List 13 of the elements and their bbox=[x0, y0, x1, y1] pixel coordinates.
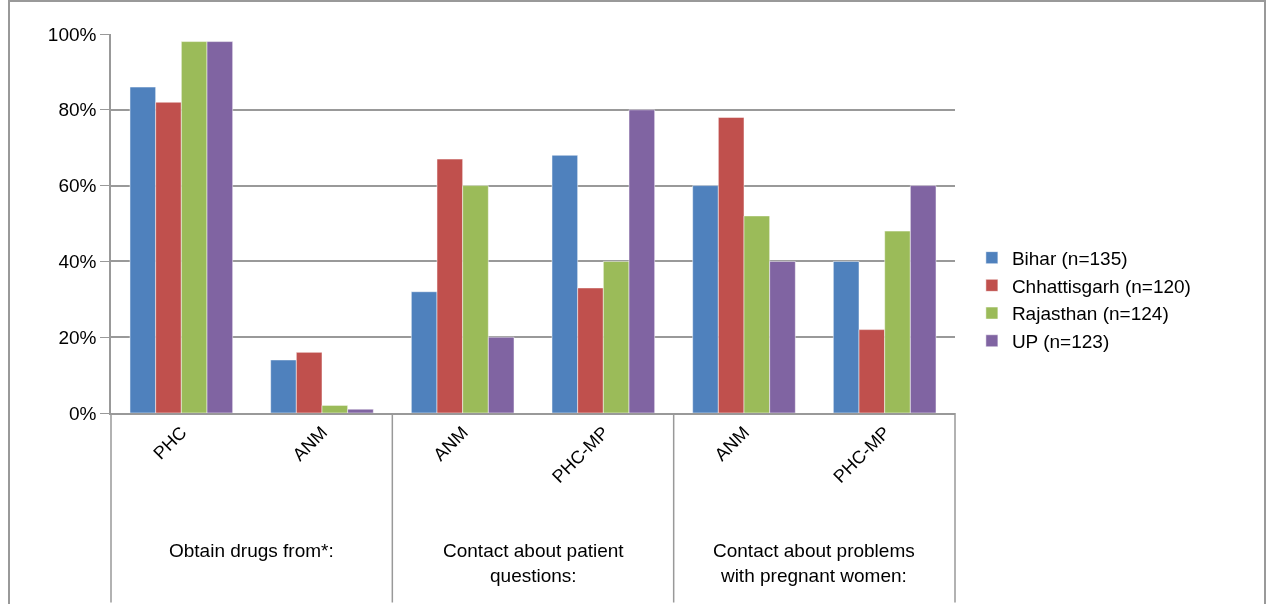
text: Contact about patient questions: bbox=[443, 540, 625, 586]
text: Contact about problems with pregnant women: bbox=[713, 540, 915, 586]
legend-label: Rajasthan (n=124) bbox=[1011, 303, 1169, 325]
legend-label: Chhattisgarh (n=120) bbox=[1011, 275, 1191, 297]
y-tick-label: 60% bbox=[58, 175, 97, 197]
legend-label: UP (n=123) bbox=[1011, 331, 1110, 353]
y-tick-label: 0% bbox=[68, 402, 97, 424]
y-tick-label: 100% bbox=[47, 23, 97, 45]
y-tick-label: 80% bbox=[58, 99, 97, 121]
text: Obtain drugs from*: bbox=[169, 540, 334, 561]
legend-label: Bihar (n=135) bbox=[1011, 248, 1128, 270]
y-tick-label: 40% bbox=[58, 251, 97, 273]
y-tick-label: 20% bbox=[58, 326, 97, 348]
